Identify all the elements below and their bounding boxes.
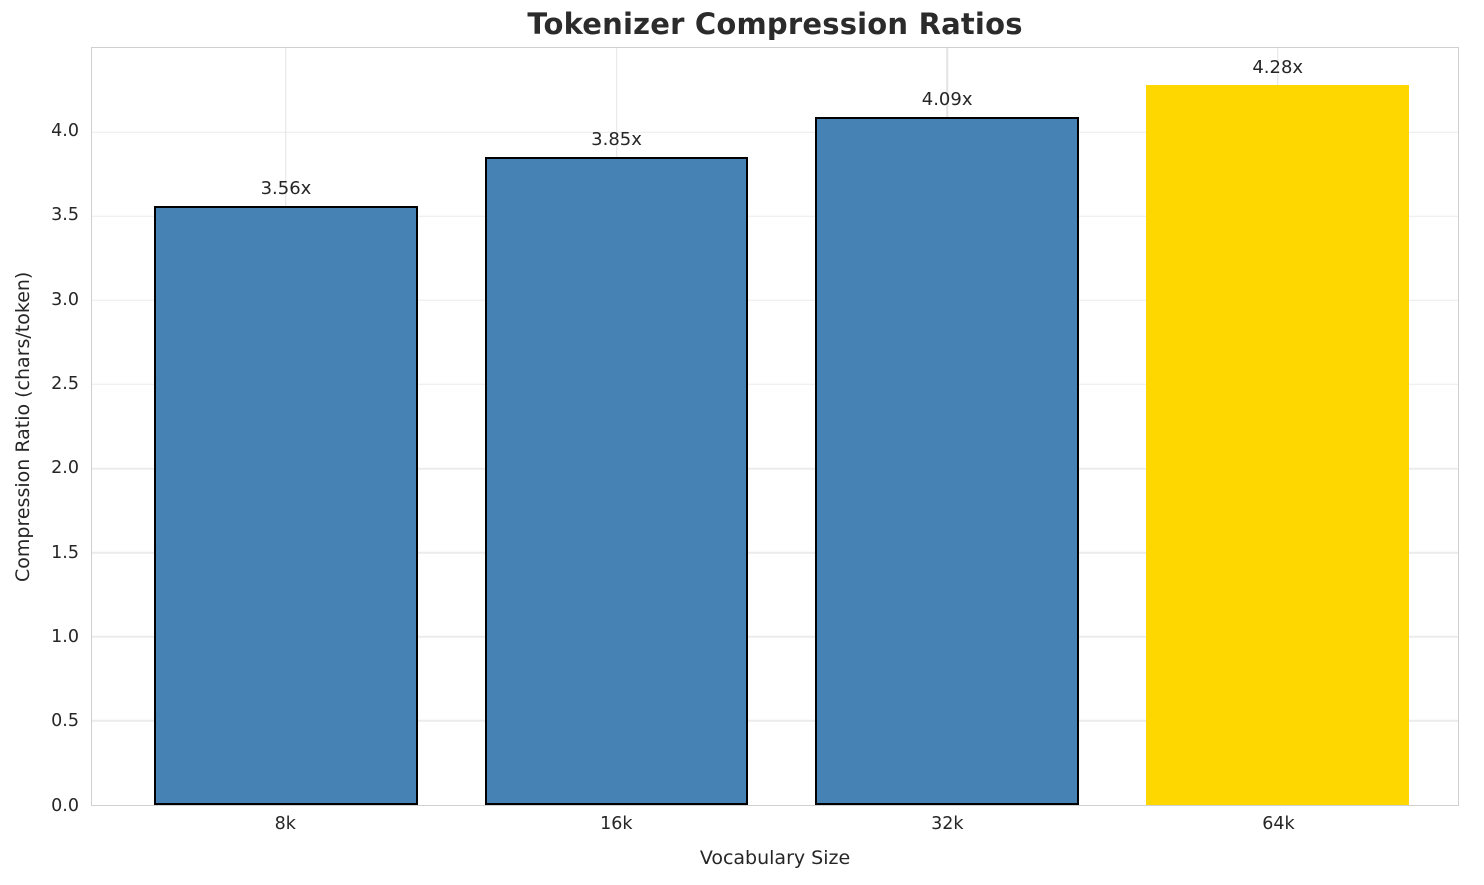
y-tick-label: 0.5 [51, 710, 79, 731]
bar-8k [154, 206, 418, 805]
bar-32k [815, 116, 1079, 805]
horizontal-gridline [92, 131, 1458, 133]
horizontal-gridline [92, 467, 1458, 470]
plot-area: 3.56x 3.85x 4.09x 4.28x [91, 47, 1459, 806]
bar-value-label: 3.56x [260, 178, 312, 200]
bar-value-label: 4.09x [921, 88, 973, 110]
y-tick-label: 2.5 [51, 373, 79, 394]
y-axis-ticks: 0.0 0.5 1.0 1.5 2.0 2.5 3.0 3.5 4.0 [0, 47, 79, 814]
y-tick-label: 4.0 [51, 120, 79, 141]
y-tick-label: 0.0 [51, 795, 79, 816]
y-tick-label: 1.5 [51, 542, 79, 563]
bar-16k [484, 157, 749, 805]
bar-64k [1145, 85, 1410, 805]
horizontal-gridline [92, 636, 1458, 638]
bar-value-label: 3.85x [591, 129, 642, 151]
horizontal-gridline [92, 299, 1458, 302]
horizontal-gridline [92, 551, 1458, 554]
y-tick-label: 1.0 [51, 626, 79, 647]
y-tick-label: 2.0 [51, 457, 79, 478]
horizontal-gridline [92, 720, 1458, 722]
horizontal-gridline [92, 383, 1458, 386]
y-tick-label: 3.5 [51, 204, 79, 225]
chart-title: Tokenizer Compression Ratios [527, 7, 1023, 41]
x-tick-label: 64k [1262, 814, 1295, 834]
x-tick-label: 16k [600, 814, 633, 834]
x-tick-label: 8k [274, 814, 296, 834]
y-tick-label: 3.0 [51, 289, 79, 310]
x-axis-ticks: 8k 16k 32k 64k [91, 806, 1459, 842]
x-axis-label: Vocabulary Size [699, 847, 851, 869]
bar-value-label: 4.28x [1252, 57, 1304, 79]
x-tick-label: 32k [931, 814, 964, 834]
horizontal-gridline [92, 215, 1458, 217]
